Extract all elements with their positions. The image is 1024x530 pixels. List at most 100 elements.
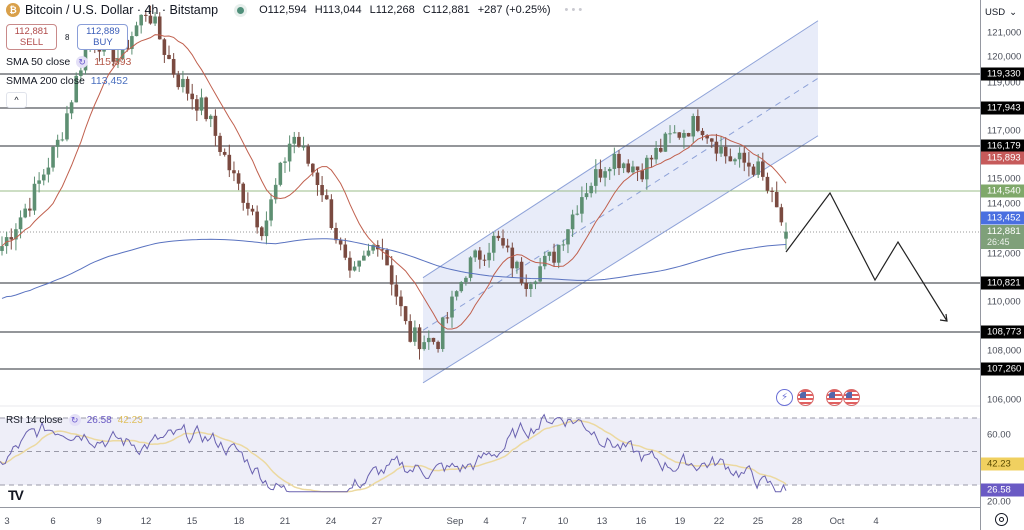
price-tick: 112,000 xyxy=(987,248,1021,260)
price-level-tag: 113,452 xyxy=(981,211,1024,225)
change-value: +287 (+0.25%) xyxy=(477,4,551,16)
time-tick: 9 xyxy=(96,516,102,527)
price-level-tag: 108,773 xyxy=(981,325,1024,339)
buy-price: 112,889 xyxy=(86,26,120,37)
price-tick: 108,000 xyxy=(987,345,1022,357)
indicator-sma50[interactable]: SMA 50 close ↻ 115,893 xyxy=(6,56,131,68)
earnings-icon[interactable]: ⚡ xyxy=(776,389,793,406)
last-price: 112,881 xyxy=(987,226,1021,237)
collapse-legend-button[interactable]: ^ xyxy=(6,92,27,108)
time-tick: 7 xyxy=(521,516,527,527)
currency-label: USD xyxy=(985,6,1006,18)
ascending-channel[interactable] xyxy=(423,20,818,383)
last-price-tag: 112,881 26:45 xyxy=(981,225,1024,249)
time-tick: Oct xyxy=(829,516,845,527)
currency-select[interactable]: USD ⌄ xyxy=(985,3,1021,21)
time-tick: 6 xyxy=(50,516,56,527)
us-flag-event-icon[interactable] xyxy=(843,389,860,406)
price-level-tag: 110,821 xyxy=(981,276,1024,290)
low-value: L112,268 xyxy=(369,4,415,16)
rsi-name: RSI 14 close xyxy=(6,414,63,426)
time-tick: 24 xyxy=(325,516,337,527)
time-tick: Sep xyxy=(446,516,464,527)
projection-path[interactable] xyxy=(785,191,948,322)
time-tick: 28 xyxy=(791,516,803,527)
price-tick: 106,000 xyxy=(987,394,1022,406)
time-tick: 27 xyxy=(371,516,383,527)
price-tick: 120,000 xyxy=(987,51,1022,63)
chevron-down-icon: ⌄ xyxy=(1009,6,1018,18)
symbol-header: ₿ Bitcoin / U.S. Dollar · 4h · Bitstamp … xyxy=(6,3,582,17)
loading-icon: ↻ xyxy=(68,414,81,426)
buy-button[interactable]: 112,889 BUY xyxy=(77,24,129,50)
time-tick: 3 xyxy=(4,516,10,527)
market-status-icon xyxy=(237,6,245,14)
price-level-tag: 42.23 xyxy=(981,457,1024,471)
time-tick: 16 xyxy=(635,516,647,527)
open-value: O112,594 xyxy=(259,4,307,16)
rsi-value: 26.58 xyxy=(86,414,112,426)
price-level-tag: 26.58 xyxy=(981,483,1024,497)
price-level-tag: 115,893 xyxy=(981,151,1024,165)
settings-gear-icon[interactable] xyxy=(995,513,1008,526)
price-tick: 115,000 xyxy=(987,173,1021,185)
price-tick: 20.00 xyxy=(987,496,1011,508)
indicator-value: 113,452 xyxy=(90,75,128,87)
time-tick: 10 xyxy=(557,516,569,527)
price-level-tag: 107,260 xyxy=(981,362,1024,376)
trade-buttons: 112,881 SELL 8 112,889 BUY xyxy=(6,24,129,50)
us-flag-event-icon[interactable] xyxy=(826,389,843,406)
loading-icon: ↻ xyxy=(76,56,89,68)
ohlc-values: O112,594 H113,044 L112,268 C112,881 +287… xyxy=(259,4,555,16)
tradingview-logo[interactable]: TV xyxy=(8,487,24,503)
price-level-tag: 116,179 xyxy=(981,139,1024,153)
sell-price: 112,881 xyxy=(14,26,49,37)
time-tick: 15 xyxy=(186,516,198,527)
time-tick: 12 xyxy=(140,516,152,527)
time-tick: 25 xyxy=(752,516,764,527)
price-level-tag: 114,540 xyxy=(981,184,1024,198)
time-tick: 4 xyxy=(873,516,879,527)
chevron-up-icon: ^ xyxy=(14,95,19,105)
rsi-legend[interactable]: RSI 14 close ↻ 26.58 42.23 xyxy=(6,414,143,426)
price-level-tag: 117,943 xyxy=(981,101,1024,115)
symbol-title[interactable]: Bitcoin / U.S. Dollar · 4h · Bitstamp xyxy=(25,3,219,17)
price-tick: 121,000 xyxy=(987,27,1022,39)
rsi-ma-value: 42.23 xyxy=(117,414,143,426)
time-tick: 18 xyxy=(233,516,245,527)
sell-button[interactable]: 112,881 SELL xyxy=(6,24,57,50)
rsi-ma-line xyxy=(0,419,787,493)
indicator-name: SMMA 200 close xyxy=(6,75,85,87)
arrow-head-icon xyxy=(939,313,948,322)
time-tick: 13 xyxy=(596,516,608,527)
smma200-line xyxy=(1,238,787,299)
indicator-smma200[interactable]: SMMA 200 close 113,452 xyxy=(6,75,128,87)
price-tick: 114,000 xyxy=(987,198,1021,210)
price-axis[interactable] xyxy=(980,0,1024,530)
time-tick: 4 xyxy=(483,516,489,527)
price-tick: 117,000 xyxy=(987,125,1021,137)
price-level-tag: 119,330 xyxy=(981,67,1024,81)
sma50-line xyxy=(1,34,787,330)
time-axis[interactable] xyxy=(0,507,980,530)
price-tick: 119,000 xyxy=(987,77,1021,89)
indicator-value: 115,893 xyxy=(94,56,132,68)
close-value: C112,881 xyxy=(422,4,470,16)
price-tick: 60.00 xyxy=(987,429,1011,441)
sell-label: SELL xyxy=(19,37,44,48)
time-tick: 21 xyxy=(279,516,291,527)
time-tick: 19 xyxy=(674,516,686,527)
bitcoin-icon: ₿ xyxy=(6,3,20,17)
bar-countdown: 26:45 xyxy=(987,237,1010,247)
price-tick: 110,000 xyxy=(987,296,1021,308)
us-flag-event-icon[interactable] xyxy=(797,389,814,406)
buy-label: BUY xyxy=(93,37,113,48)
rsi-line xyxy=(0,413,787,493)
spread-value: 8 xyxy=(65,32,70,42)
candles xyxy=(0,5,788,360)
indicator-name: SMA 50 close xyxy=(6,56,71,68)
high-value: H113,044 xyxy=(314,4,362,16)
time-tick: 22 xyxy=(713,516,725,527)
more-icon[interactable]: • • • xyxy=(564,4,583,16)
